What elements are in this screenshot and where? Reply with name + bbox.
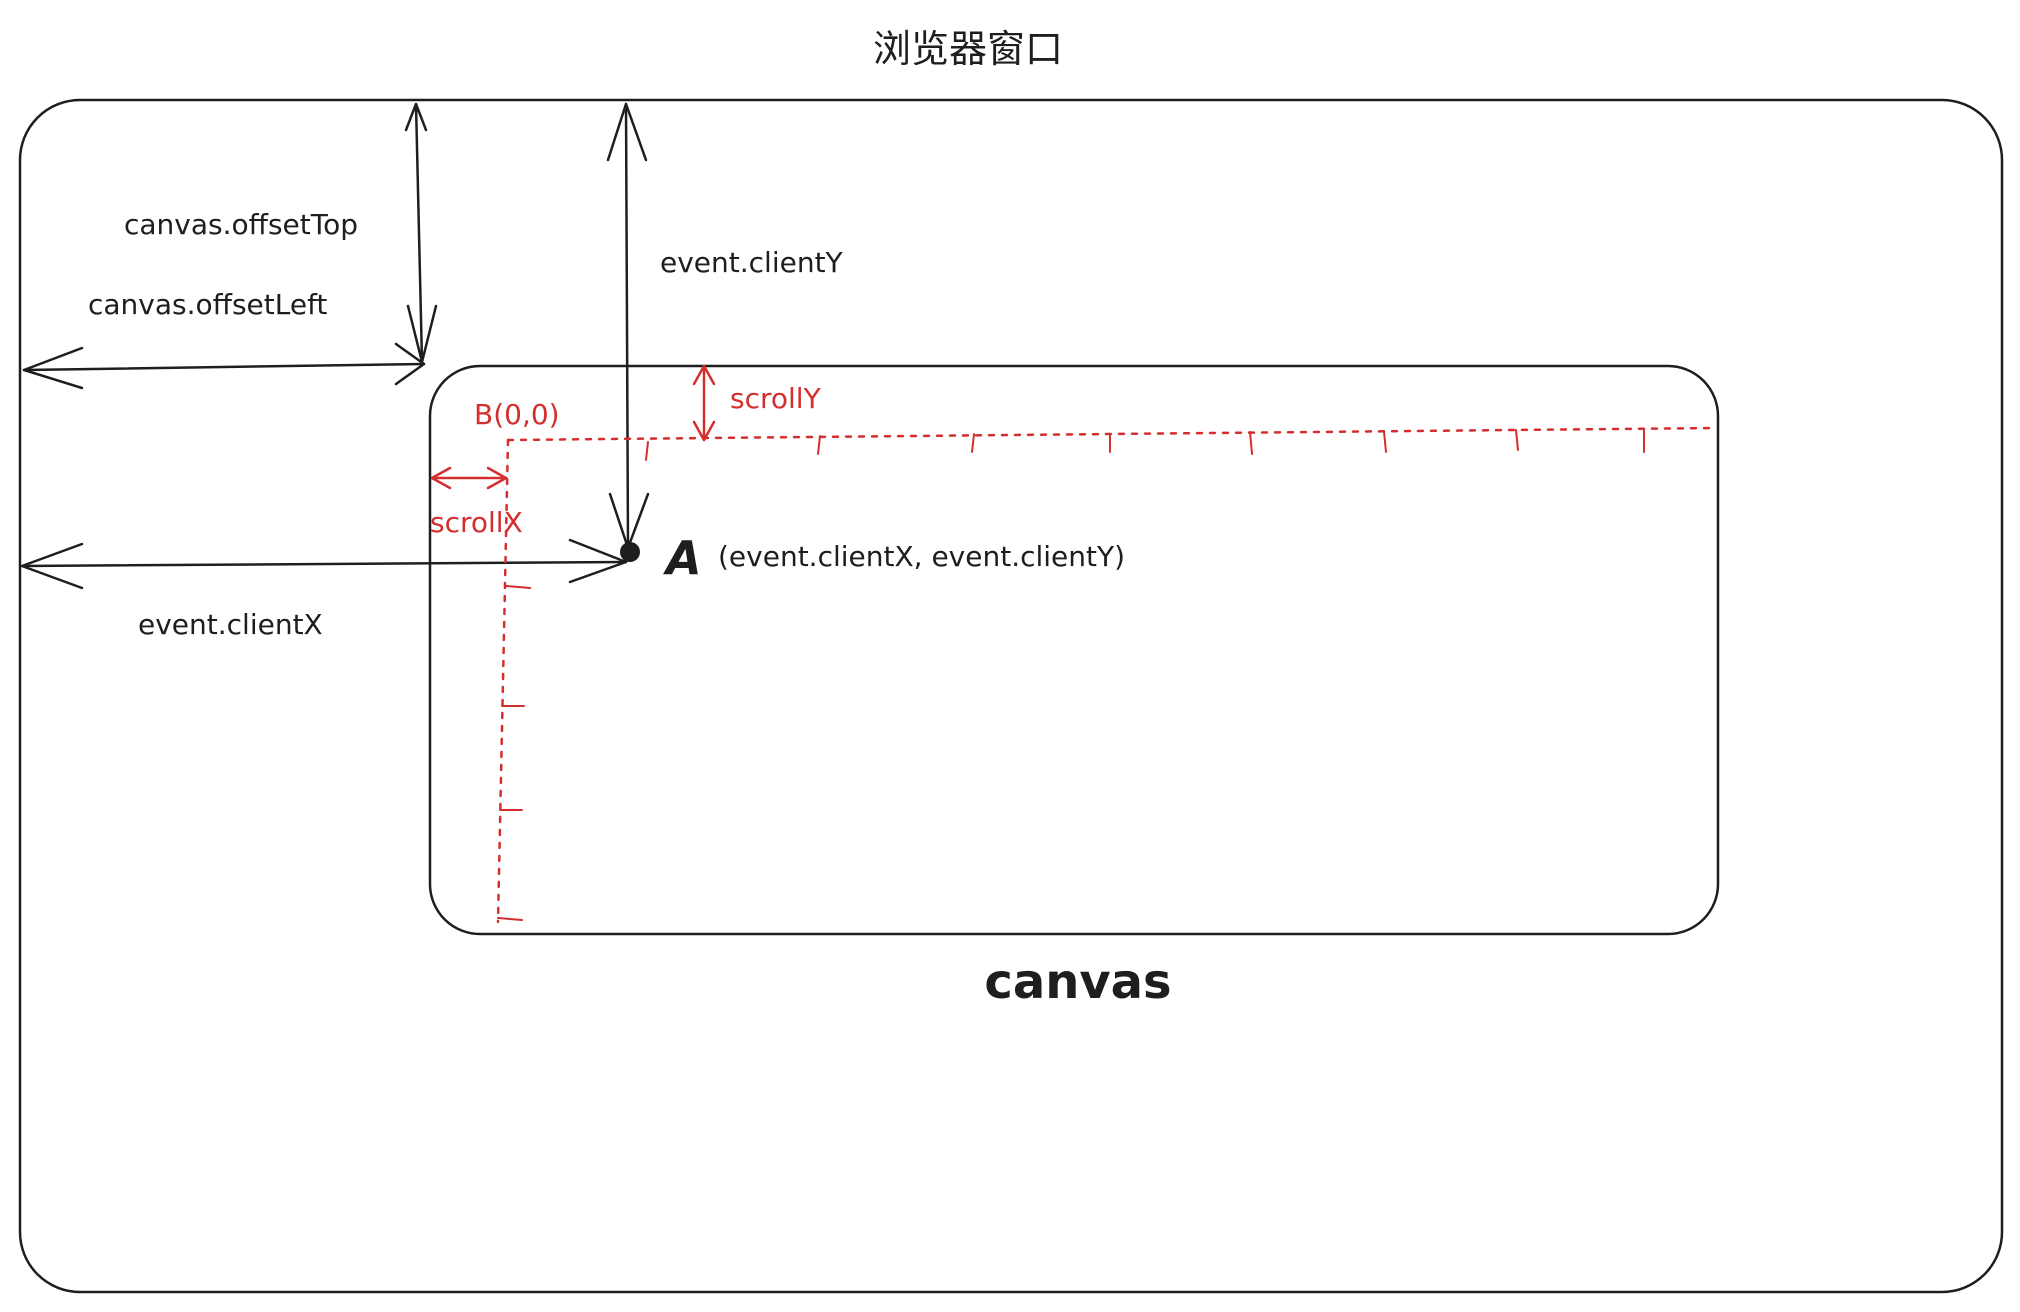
window-title: 浏览器窗口 xyxy=(873,27,1063,71)
origin-b-label: B(0,0) xyxy=(474,398,560,431)
point-a-letter: A xyxy=(663,531,702,585)
scroll-x-label: scrollX xyxy=(430,506,523,539)
scroll-y-label: scrollY xyxy=(730,382,822,415)
offset-top-arrow xyxy=(404,102,438,364)
offset-left-label: canvas.offsetLeft xyxy=(88,288,327,321)
scroll-y-arrow xyxy=(692,364,716,442)
client-y-arrow xyxy=(606,102,650,550)
point-a-marker xyxy=(620,542,640,562)
point-a-coords: (event.clientX, event.clientY) xyxy=(718,540,1125,573)
scrolled-axes xyxy=(496,426,1718,924)
browser-window-frame xyxy=(18,98,2004,1294)
client-x-label: event.clientX xyxy=(138,608,323,641)
canvas-label: canvas xyxy=(984,954,1171,1010)
offset-left-arrow xyxy=(22,342,426,390)
client-x-arrow xyxy=(20,538,628,590)
scroll-x-arrow xyxy=(430,466,508,490)
offset-top-label: canvas.offsetTop xyxy=(124,208,358,241)
client-y-label: event.clientY xyxy=(660,246,844,279)
canvas-frame xyxy=(428,364,1720,936)
